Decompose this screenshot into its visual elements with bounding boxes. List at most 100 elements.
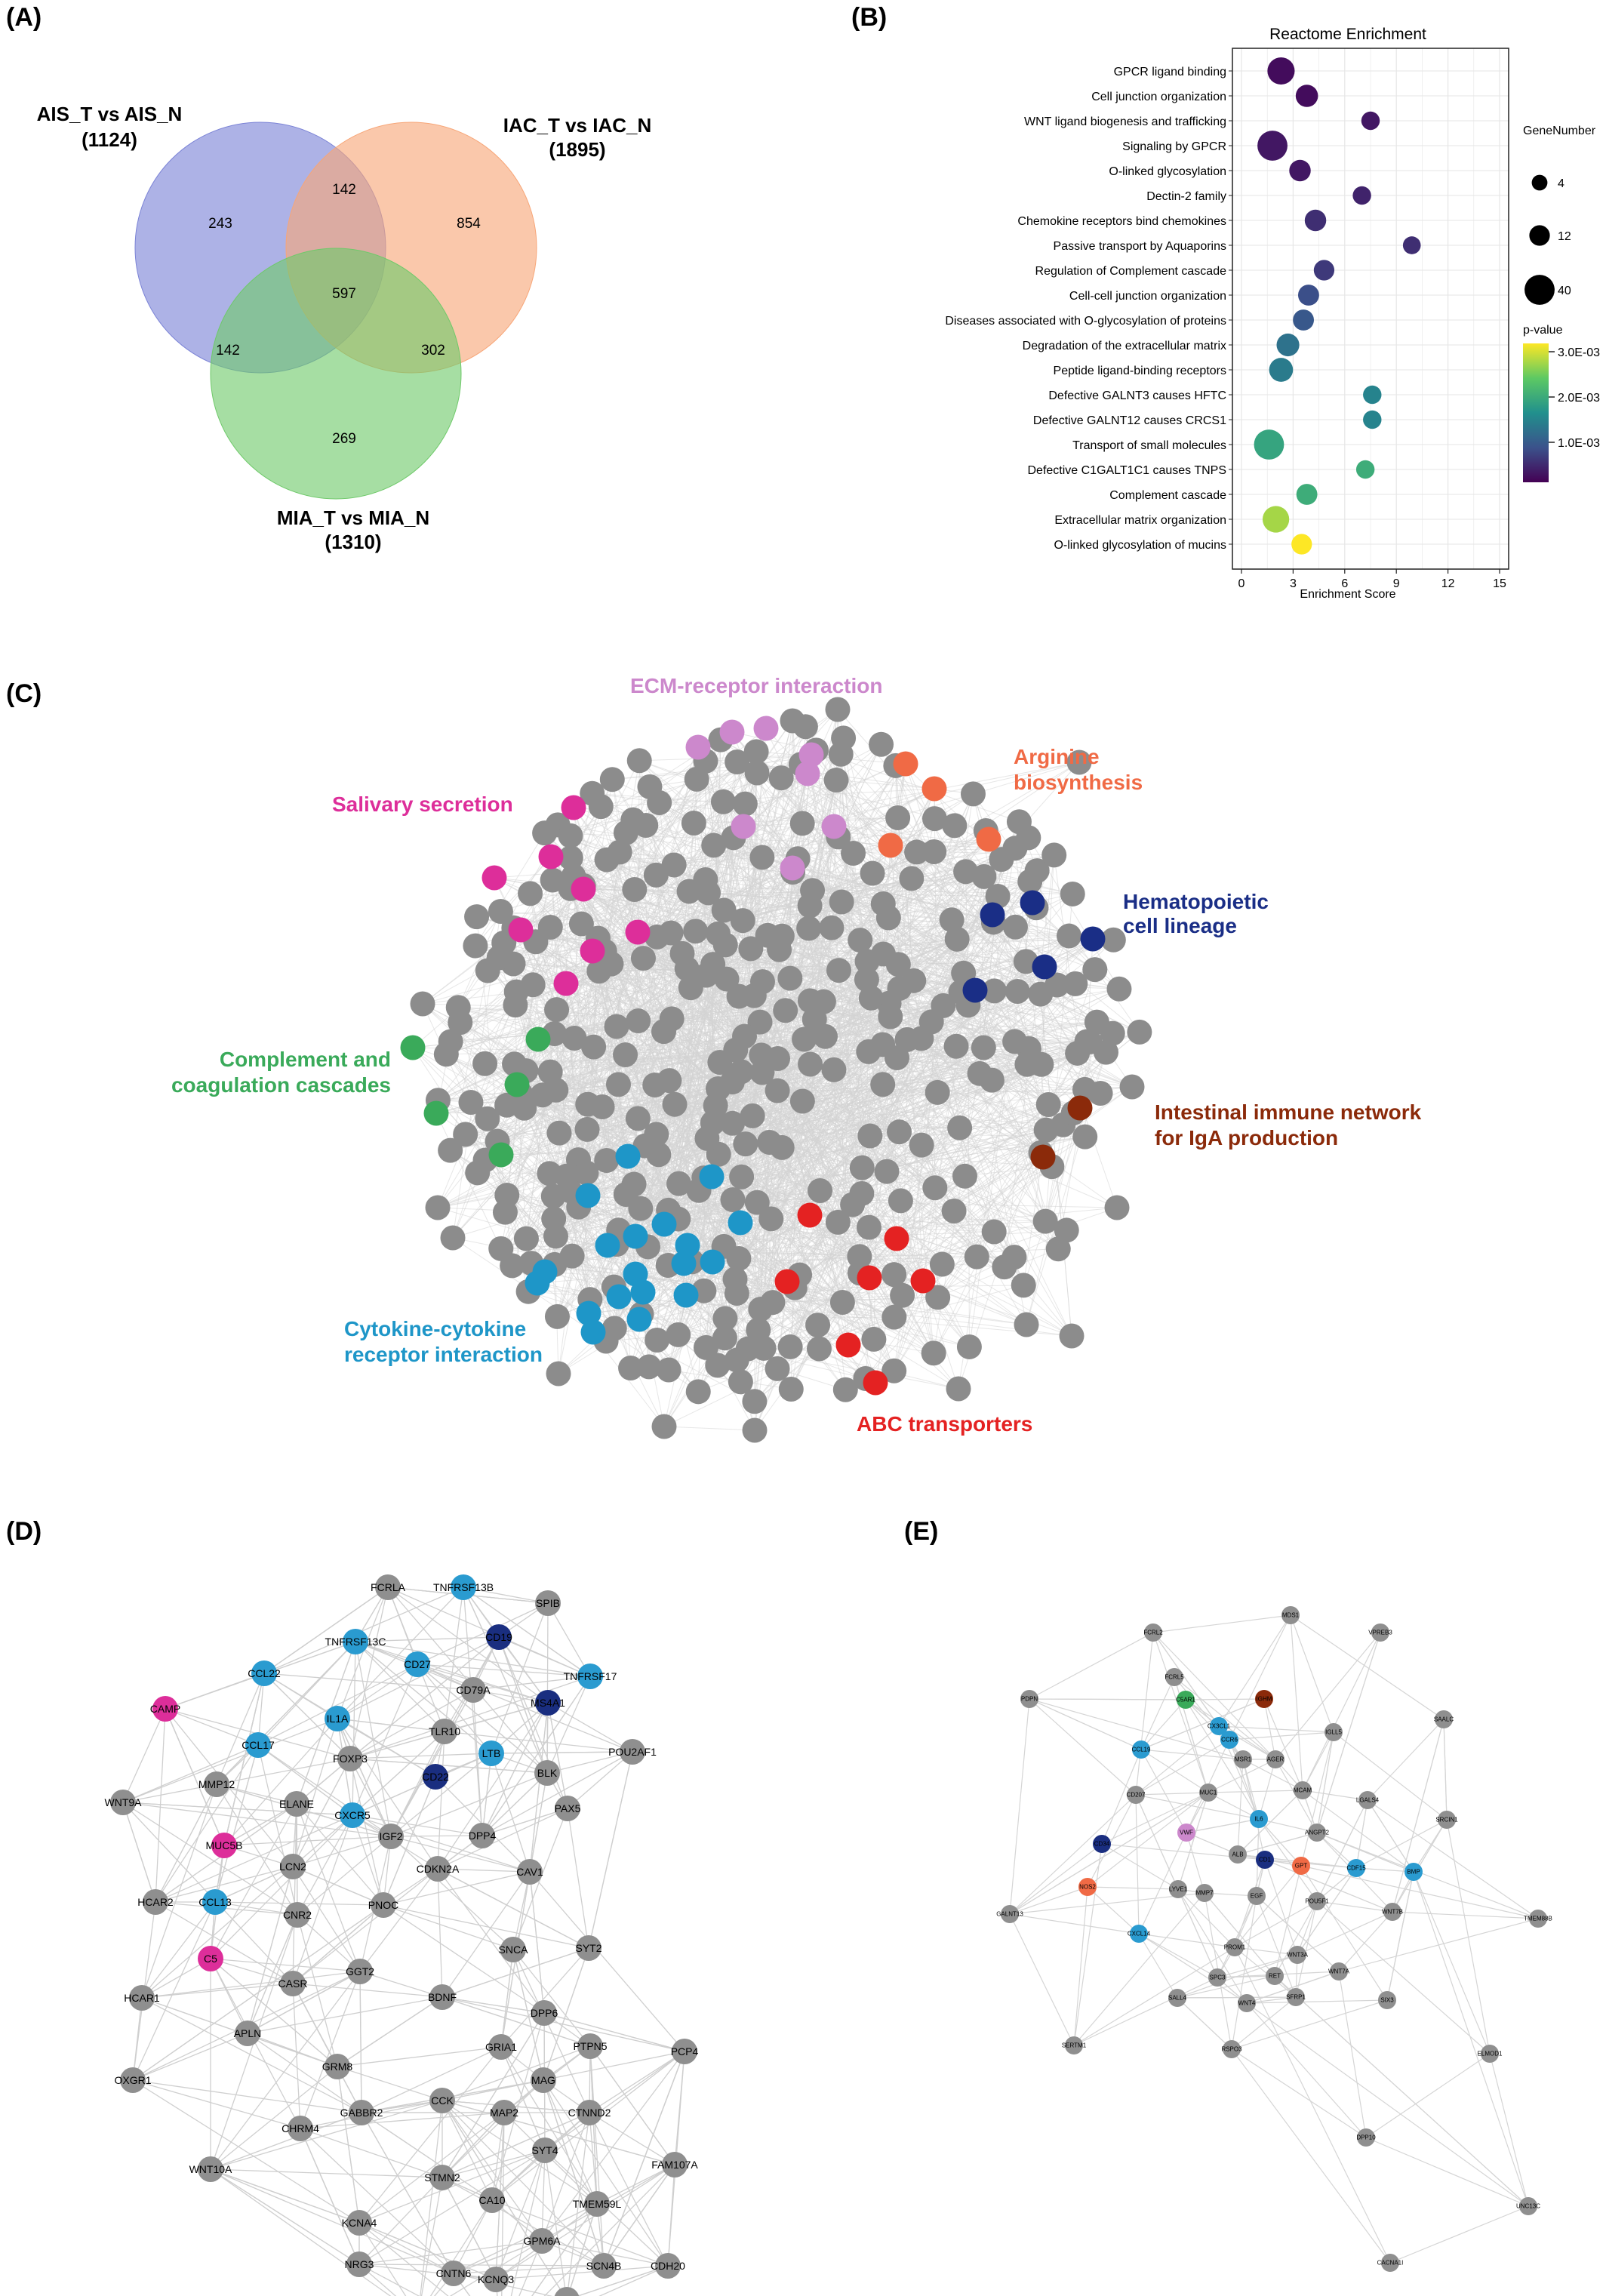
color-legend-label-2: 2.0E-03 bbox=[1558, 392, 1600, 405]
panel-label-a: (A) bbox=[6, 3, 42, 32]
svg-text:SALL4: SALL4 bbox=[1168, 1995, 1187, 2002]
term-label: Dectin-2 family bbox=[1146, 190, 1226, 203]
network-node bbox=[645, 924, 670, 949]
network-node bbox=[566, 1194, 592, 1220]
network-node bbox=[811, 989, 836, 1014]
svg-text:CD22: CD22 bbox=[422, 1771, 449, 1783]
network-node bbox=[918, 1009, 944, 1035]
network-node bbox=[765, 1078, 790, 1103]
network-node bbox=[1029, 1051, 1054, 1077]
network-node bbox=[586, 959, 612, 984]
network-node bbox=[1051, 1112, 1076, 1137]
network-node bbox=[593, 1328, 619, 1354]
network-node bbox=[887, 975, 912, 1001]
network-node bbox=[801, 1007, 827, 1033]
network-node bbox=[712, 1306, 738, 1331]
svg-text:NRG3: NRG3 bbox=[345, 2258, 374, 2270]
data-point bbox=[1313, 260, 1335, 281]
network-node bbox=[1067, 1095, 1093, 1121]
network-node bbox=[832, 1377, 858, 1402]
network-node-tnfrsf17: TNFRSF17 bbox=[564, 1664, 617, 1689]
data-point bbox=[1363, 410, 1382, 429]
svg-text:GPM6A: GPM6A bbox=[523, 2235, 561, 2247]
svg-text:GRIA1: GRIA1 bbox=[485, 2041, 517, 2053]
network-node bbox=[946, 1376, 971, 1402]
svg-text:FAM107A: FAM107A bbox=[651, 2159, 698, 2171]
network-node bbox=[921, 776, 947, 802]
svg-text:FCRLA: FCRLA bbox=[371, 1581, 406, 1593]
network-node bbox=[542, 1251, 568, 1277]
svg-text:APLN: APLN bbox=[234, 2027, 262, 2039]
network-node bbox=[500, 951, 526, 977]
network-node bbox=[720, 1110, 746, 1136]
svg-text:WNT10A: WNT10A bbox=[189, 2163, 232, 2175]
svg-text:CCR6: CCR6 bbox=[1221, 1737, 1238, 1744]
svg-text:CDF15: CDF15 bbox=[1346, 1865, 1366, 1872]
svg-text:TNFRSF13C: TNFRSF13C bbox=[325, 1636, 386, 1648]
network-node bbox=[732, 791, 758, 817]
network-node bbox=[1080, 926, 1106, 952]
network-node bbox=[501, 915, 527, 940]
network-node bbox=[1017, 869, 1043, 894]
venn-set-label-ais: AIS_T vs AIS_N bbox=[37, 103, 183, 125]
term-label: Transport of small molecules bbox=[1072, 439, 1226, 452]
network-node-igf2: IGF2 bbox=[378, 1824, 404, 1849]
svg-text:BMP: BMP bbox=[1407, 1869, 1420, 1876]
network-node bbox=[1014, 1312, 1039, 1337]
network-node bbox=[475, 958, 500, 983]
network-node bbox=[744, 760, 770, 786]
svg-text:GRM8: GRM8 bbox=[322, 2061, 353, 2073]
network-node bbox=[607, 839, 632, 865]
network-node bbox=[1054, 1217, 1079, 1243]
network-node bbox=[849, 1155, 875, 1180]
network-node bbox=[976, 826, 1001, 852]
svg-text:SFRP1: SFRP1 bbox=[1286, 1994, 1306, 2001]
network-node bbox=[910, 1268, 936, 1294]
network-node bbox=[686, 1177, 712, 1203]
svg-text:SPIB: SPIB bbox=[536, 1597, 560, 1609]
data-point bbox=[1257, 131, 1288, 161]
data-point bbox=[1296, 484, 1318, 505]
network-node bbox=[651, 1414, 677, 1439]
network-node bbox=[748, 1297, 774, 1322]
network-node bbox=[1002, 1029, 1028, 1054]
network-node bbox=[738, 936, 764, 962]
network-node bbox=[971, 1035, 996, 1060]
network-node-ccl17: CCL17 bbox=[242, 1732, 275, 1758]
network-node bbox=[797, 988, 823, 1014]
network-node bbox=[955, 993, 981, 1018]
network-node bbox=[774, 1269, 800, 1294]
network-node bbox=[887, 1119, 912, 1145]
chart-x-ticks: 0 3 6 9 12 15 bbox=[1238, 569, 1506, 590]
network-node bbox=[504, 1072, 530, 1097]
network-node bbox=[792, 1026, 817, 1052]
network-node bbox=[662, 1091, 688, 1117]
network-node bbox=[448, 1010, 473, 1036]
network-node bbox=[982, 978, 1008, 1004]
network-node-msr1: MSR1 bbox=[1234, 1750, 1252, 1768]
network-node bbox=[719, 1070, 745, 1095]
svg-text:FCRL2: FCRL2 bbox=[1143, 1630, 1163, 1636]
network-node bbox=[798, 1051, 823, 1077]
svg-text:RSPO3: RSPO3 bbox=[1221, 2046, 1242, 2053]
svg-text:HCAR1: HCAR1 bbox=[124, 1992, 160, 2004]
size-legend-point bbox=[1524, 275, 1555, 305]
network-node bbox=[400, 1035, 426, 1060]
network-node-muc5b: MUC5B bbox=[205, 1833, 243, 1858]
size-legend: 4 12 40 bbox=[1524, 174, 1571, 305]
network-node bbox=[1093, 1039, 1118, 1065]
network-node bbox=[626, 1008, 651, 1034]
network-node bbox=[494, 1182, 520, 1208]
svg-text:AGER: AGER bbox=[1267, 1756, 1284, 1763]
network-node bbox=[1072, 1076, 1097, 1102]
x-tick-label: 0 bbox=[1238, 577, 1245, 590]
network-node-egf: EGF bbox=[1248, 1887, 1266, 1905]
term-label: O-linked glycosylation bbox=[1109, 165, 1226, 178]
network-node bbox=[486, 945, 512, 971]
network-node bbox=[1024, 858, 1050, 884]
data-point bbox=[1361, 111, 1380, 131]
network-node bbox=[953, 859, 979, 885]
network-node-pdpn: PDPN bbox=[1020, 1690, 1038, 1708]
network-node-cnr2: CNR2 bbox=[283, 1902, 312, 1928]
network-node bbox=[853, 1365, 878, 1391]
